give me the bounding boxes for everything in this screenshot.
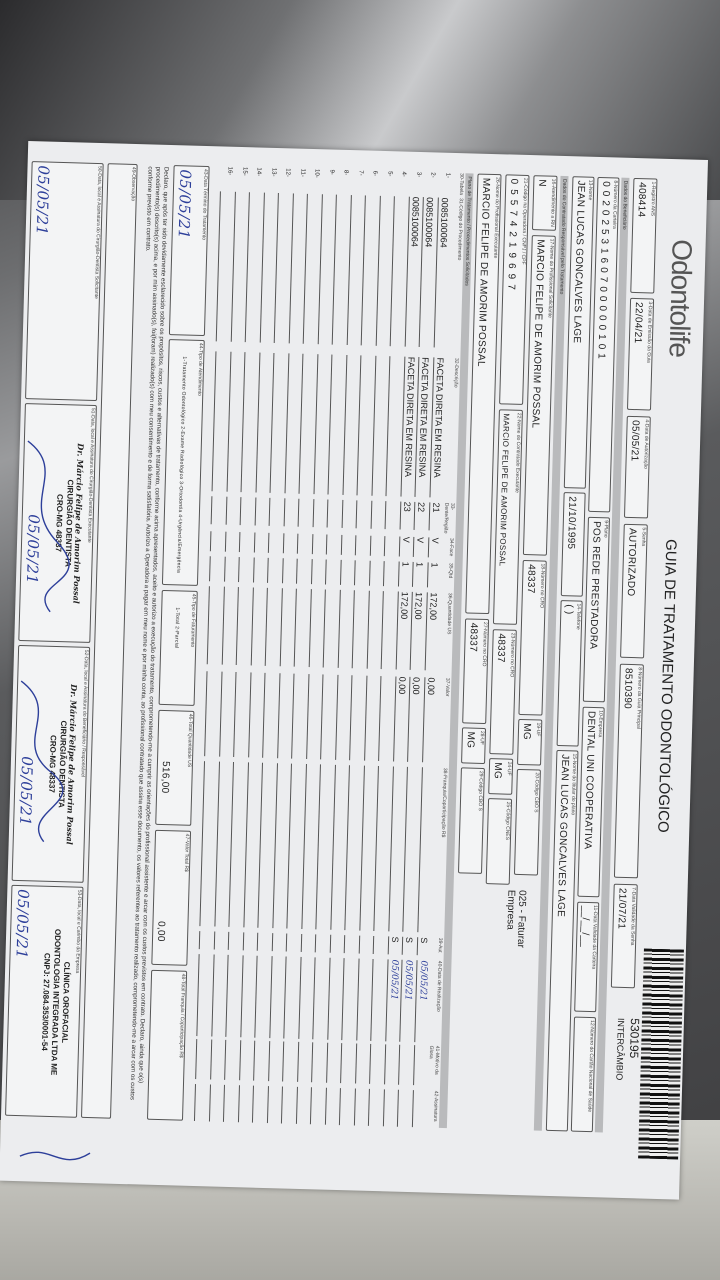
signature-scribbles xyxy=(19,440,91,1161)
signature-icon xyxy=(19,1151,91,1161)
signature-icon xyxy=(20,680,64,843)
signature-icon xyxy=(27,440,70,613)
dental-treatment-form: Odontolife GUIA DE TRATAMENTO ODONTOLÓGI… xyxy=(0,141,708,1200)
